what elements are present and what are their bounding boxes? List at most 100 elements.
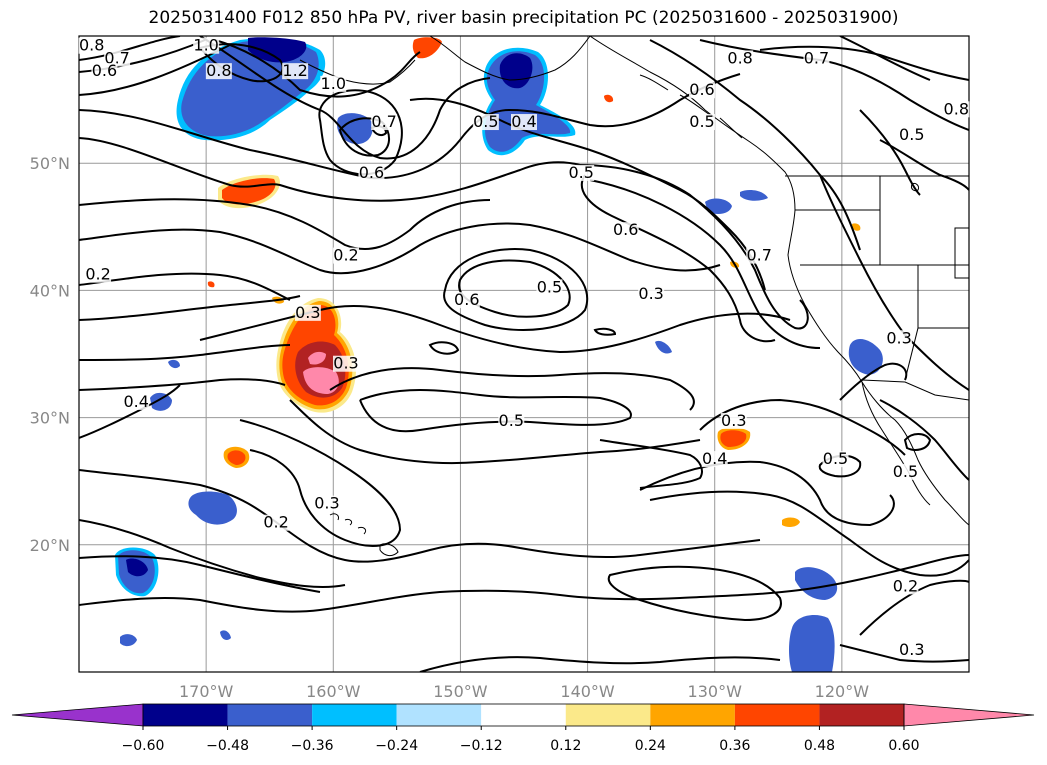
pv-contour xyxy=(580,174,776,343)
colorbar-segment xyxy=(143,704,228,726)
contour-label: 0.5 xyxy=(499,411,524,430)
contour-label-background xyxy=(568,164,595,181)
pv-contour xyxy=(79,555,321,593)
lon-tick-label: 150°W xyxy=(433,682,488,701)
colorbar-label: 0.60 xyxy=(888,738,919,754)
lon-tick-label: 130°W xyxy=(688,682,743,701)
contour-labels: 0.80.70.61.00.8 1.21.00.70.60.5 0.40.8 0.70… xyxy=(78,36,970,659)
baja-california-coastline xyxy=(861,381,931,506)
colorbar-label: −0.24 xyxy=(375,738,418,754)
contour-label-background xyxy=(892,463,919,480)
pv-contour xyxy=(699,39,969,131)
colorbar-segment xyxy=(565,704,651,726)
pv-contour xyxy=(79,295,301,321)
pv-contour xyxy=(458,259,571,318)
positive-anomaly-region xyxy=(207,281,215,288)
pv-contour xyxy=(79,198,491,250)
contour-label-background xyxy=(689,82,715,99)
map-title: 2025031400 F012 850 hPa PV, river basin … xyxy=(148,8,899,28)
contour-label: 0.5 xyxy=(537,277,562,296)
contour-label: 0.2 xyxy=(333,246,358,265)
north-america-coastline xyxy=(589,36,969,526)
contour-label-background xyxy=(886,330,913,347)
positive-anomaly-region xyxy=(604,94,614,103)
pv-contour xyxy=(443,248,589,331)
positive-anomaly-region xyxy=(852,223,861,231)
colorbar-outline xyxy=(142,703,905,727)
negative-anomaly-region xyxy=(120,634,137,647)
contour-label-background xyxy=(91,63,118,80)
pv-contour xyxy=(839,644,969,663)
negative-anomaly-region xyxy=(848,338,883,375)
contour-label-background xyxy=(294,304,321,321)
contour-label-background xyxy=(358,164,385,181)
lon-tick-label: 140°W xyxy=(560,682,615,701)
contour-label: 0.3 xyxy=(886,328,911,347)
pv-contour xyxy=(599,439,703,489)
pv-contour xyxy=(879,139,969,191)
pv-contour xyxy=(79,519,346,589)
pv-contour xyxy=(649,39,861,251)
contour-label-background xyxy=(205,63,232,80)
pv-contour xyxy=(79,469,761,563)
contour-label: 0.7 xyxy=(746,246,771,265)
pv-contour xyxy=(239,419,402,547)
contour-label: 0.5 xyxy=(823,449,848,468)
contour-label-background xyxy=(282,63,309,80)
pv-contour xyxy=(338,117,390,157)
pv-contour xyxy=(839,36,931,81)
contour-label-background xyxy=(943,101,970,118)
contour-label: 1.2 xyxy=(282,61,307,80)
colorbar-label: −0.60 xyxy=(122,738,165,754)
pv-contour xyxy=(859,109,921,196)
contour-label: 1.0 xyxy=(321,74,346,93)
border-us-mexico xyxy=(861,379,969,401)
negative-anomaly-region xyxy=(168,359,180,369)
contour-label-background xyxy=(320,75,347,92)
pv-contour xyxy=(607,565,782,622)
colorbar: −0.60 −0.48 −0.36 −0.24 −0.12 0.12 0.24 0.36 0.4… xyxy=(11,703,1035,754)
contour-label: 0.6 xyxy=(454,290,479,309)
colorbar-extend-high xyxy=(903,703,1035,727)
contour-label: 0.5 xyxy=(899,125,924,144)
pv-contour xyxy=(79,554,969,613)
pv-contour xyxy=(359,389,632,433)
negative-anomaly-region xyxy=(220,630,231,640)
contour-label-background xyxy=(803,50,830,67)
pv-contour xyxy=(79,36,181,61)
contour-label: 0.2 xyxy=(85,265,110,284)
positive-anomaly-region xyxy=(227,450,246,465)
pv-contour xyxy=(318,89,403,176)
colorbar-label: 0.36 xyxy=(719,738,750,754)
positive-anomaly-region xyxy=(782,517,800,527)
contour-label: 0.6 xyxy=(613,220,638,239)
colorbar-label: 0.24 xyxy=(635,738,666,754)
lon-tick-label: 120°W xyxy=(815,682,870,701)
positive-anomaly-region xyxy=(308,351,326,365)
state-border xyxy=(904,327,919,381)
contour-label-background xyxy=(892,578,919,595)
colorbar-segment xyxy=(819,704,904,726)
pv-contour xyxy=(79,272,291,301)
contour-label-background xyxy=(371,114,398,131)
state-border xyxy=(800,264,969,329)
pv-contours xyxy=(79,36,969,672)
colorbar-segment xyxy=(312,704,397,726)
colorbar-label: −0.12 xyxy=(460,738,503,754)
pv-contour xyxy=(419,656,781,672)
contour-label: 0.4 xyxy=(702,449,727,468)
contour-label: 0.7 xyxy=(104,48,129,67)
colorbar-extend-low xyxy=(11,703,144,727)
pv-contour xyxy=(79,73,741,180)
contour-label-background xyxy=(536,279,563,296)
contour-label: 0.3 xyxy=(899,640,924,659)
contour-label-background xyxy=(333,355,359,372)
contour-label-background xyxy=(263,514,290,531)
contour-label: 0.3 xyxy=(721,411,746,430)
contour-label-background xyxy=(612,222,639,239)
contour-label-background xyxy=(746,247,773,264)
contour-label: 0.8 xyxy=(79,36,104,55)
pv-contour xyxy=(903,433,932,451)
colorbar-segment xyxy=(481,704,566,726)
